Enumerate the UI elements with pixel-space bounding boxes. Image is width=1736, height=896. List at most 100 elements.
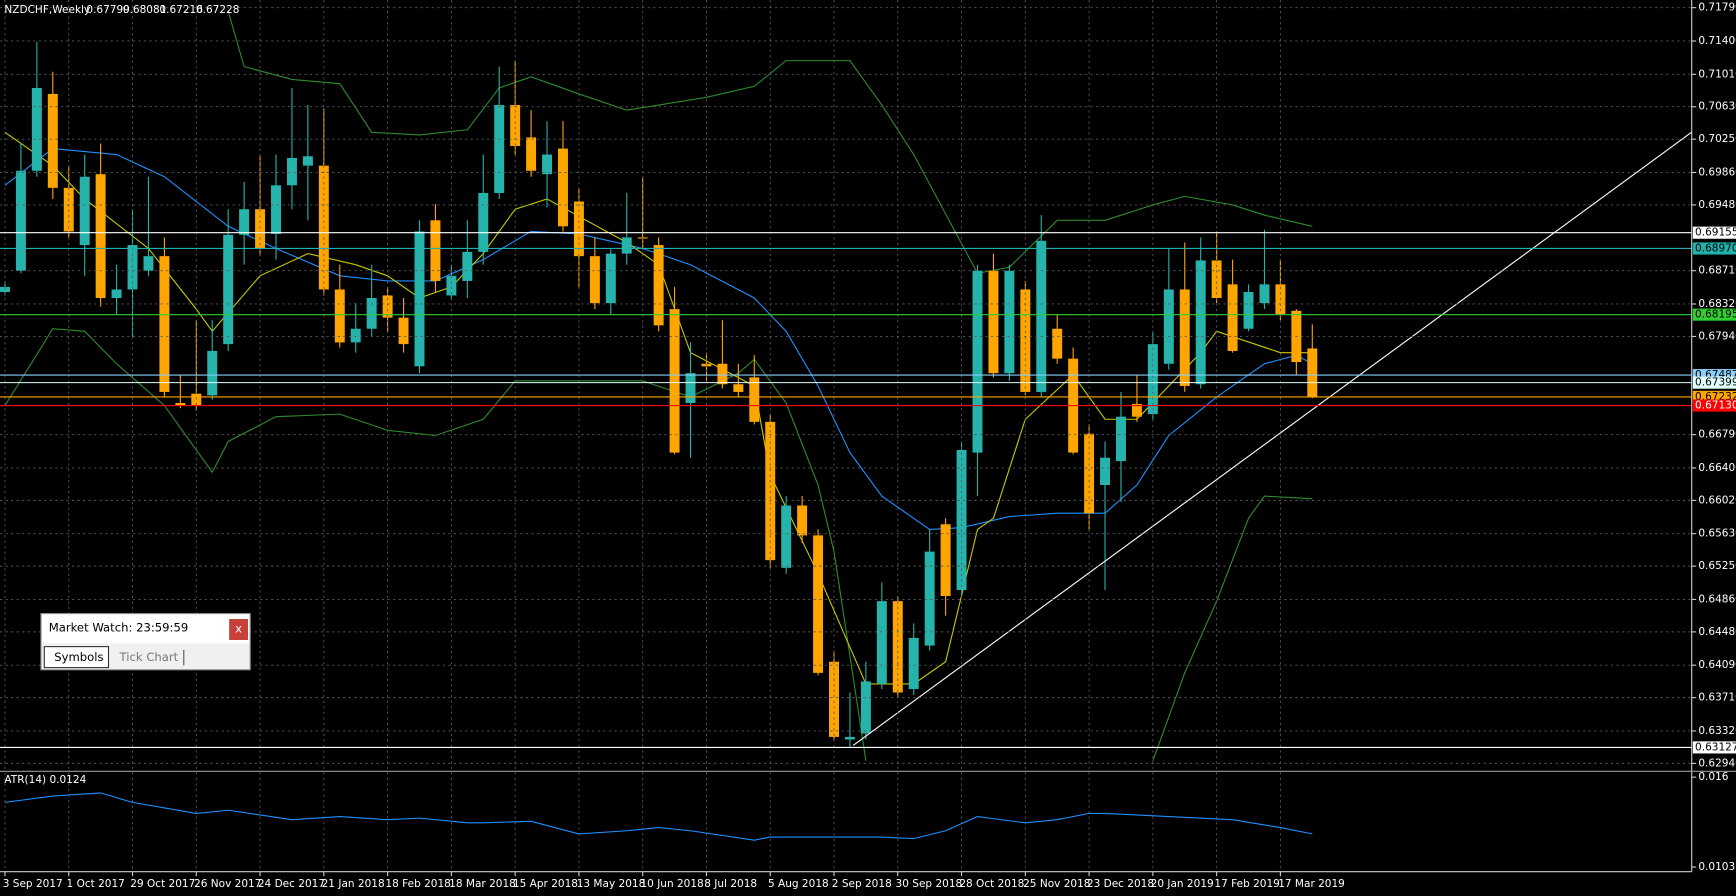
candle-body xyxy=(573,201,584,257)
candle-body xyxy=(940,524,951,597)
candle-body xyxy=(143,256,154,271)
candle-body xyxy=(334,289,345,343)
candle-body xyxy=(813,535,824,673)
x-tick-label: 25 Nov 2018 xyxy=(1023,878,1090,890)
atr-title: ATR(14) 0.0124 xyxy=(4,774,86,786)
level-label: 0.68195 xyxy=(1695,309,1736,321)
ohlc-low: 0.67216 xyxy=(159,4,203,16)
candle-body xyxy=(829,661,839,737)
candle-body xyxy=(685,373,696,404)
x-tick-label: 15 Apr 2018 xyxy=(513,878,578,890)
ohlc-open: 0.67799 xyxy=(86,4,129,16)
close-button[interactable] xyxy=(229,619,248,640)
ohlc-high: 0.68081 xyxy=(123,4,166,16)
candle-body xyxy=(462,251,473,281)
level-label: 0.68970 xyxy=(1695,242,1736,254)
candle-body xyxy=(430,220,441,281)
candle-body xyxy=(781,505,792,568)
tab-label[interactable]: Tick Chart xyxy=(119,650,179,664)
candle-body xyxy=(765,421,776,561)
level-tag xyxy=(1692,399,1736,412)
x-tick-label: 1 Oct 2017 xyxy=(67,878,125,890)
candle-body xyxy=(31,87,42,171)
candle-body xyxy=(876,601,887,684)
candle-body xyxy=(653,245,664,326)
candle-body xyxy=(1211,260,1222,299)
candle-body xyxy=(1116,416,1126,462)
x-tick-label: 18 Feb 2018 xyxy=(385,878,450,890)
x-tick-label: 24 Dec 2017 xyxy=(258,878,325,890)
candle-body xyxy=(79,176,90,246)
candle-body xyxy=(972,270,983,453)
market-watch-window: Market Watch: 23:59:59 x Symbols Tick Ch… xyxy=(40,612,251,671)
candle-body xyxy=(1195,260,1206,385)
candle-body xyxy=(446,275,457,296)
level-tag xyxy=(1692,242,1736,255)
level-label: 0.69155 xyxy=(1695,227,1736,239)
candle-body xyxy=(510,105,521,147)
x-tick-label: 30 Sep 2018 xyxy=(896,878,963,890)
atr-line xyxy=(4,792,1313,841)
x-tick-label: 5 Aug 2018 xyxy=(768,878,829,890)
candle-body xyxy=(95,174,106,299)
candle-body xyxy=(797,505,808,536)
candle-body xyxy=(286,157,297,186)
candle-body xyxy=(1084,433,1095,514)
candle-body xyxy=(924,551,935,646)
x-tick-label: 18 Mar 2018 xyxy=(449,878,516,890)
x-tick-label: 8 Jul 2018 xyxy=(704,878,757,890)
candle-body xyxy=(0,286,10,293)
candle-body xyxy=(159,256,170,392)
candle-body xyxy=(366,298,377,329)
candle-body xyxy=(1100,457,1111,486)
x-tick-label: 21 Jan 2018 xyxy=(322,878,385,890)
close-label[interactable]: x xyxy=(235,621,242,635)
tab-selected[interactable] xyxy=(43,646,110,669)
candle-body xyxy=(589,256,600,304)
x-tick-label: 29 Oct 2017 xyxy=(130,878,195,890)
candle-body xyxy=(542,154,553,175)
candle-body xyxy=(175,403,186,406)
candle-body xyxy=(255,209,266,249)
candle-body xyxy=(1243,292,1254,329)
candle-body xyxy=(860,681,871,734)
candle-body xyxy=(1036,240,1047,392)
ohlc-close: 0.67228 xyxy=(196,4,239,16)
candle-body xyxy=(908,637,919,690)
candle-body xyxy=(1147,344,1158,415)
candle-body xyxy=(271,185,281,234)
tab-label[interactable]: Symbols xyxy=(54,650,103,664)
x-tick-label: 28 Oct 2018 xyxy=(959,878,1024,890)
window-title: Market Watch: 23:59:59 xyxy=(49,620,189,634)
candle-body xyxy=(398,317,409,345)
y-tick-label: 0.62940 xyxy=(1698,757,1736,769)
level-tag xyxy=(1692,226,1736,239)
level-label: 0.63127 xyxy=(1695,741,1736,753)
candle-body xyxy=(558,148,568,227)
level-tag xyxy=(1692,376,1736,389)
y-tick-label: 0.0103 xyxy=(1698,861,1735,873)
level-label: 0.67232 xyxy=(1695,391,1736,403)
candle-body xyxy=(717,363,728,385)
candle-body xyxy=(1307,348,1318,398)
y-tick-label: 0.016 xyxy=(1698,771,1728,783)
candle-body xyxy=(302,156,313,166)
candle-body xyxy=(494,105,505,193)
candle-body xyxy=(207,350,218,396)
level-label: 0.67130 xyxy=(1695,400,1736,412)
candle-body xyxy=(1179,289,1190,386)
candle-body xyxy=(414,231,425,367)
